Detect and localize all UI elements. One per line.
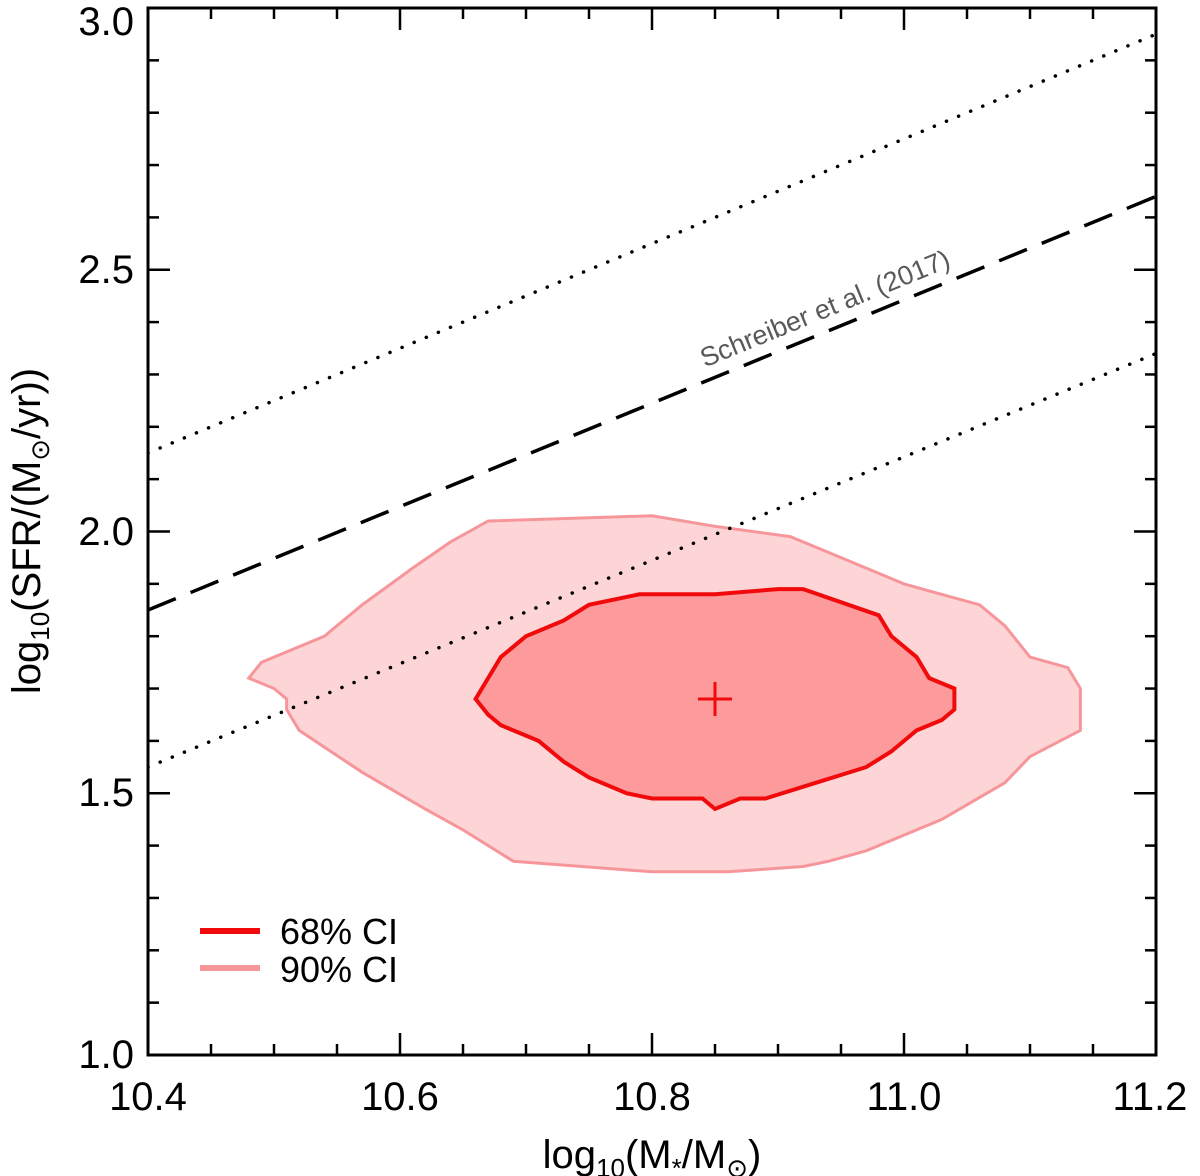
legend-label-68: 68% CI xyxy=(280,911,398,952)
x-tick-label: 10.4 xyxy=(109,1075,187,1119)
x-tick-label: 11.0 xyxy=(867,1075,942,1119)
y-tick-label: 2.0 xyxy=(78,510,134,554)
y-tick-labels: 1.0 1.5 2.0 2.5 3.0 xyxy=(78,0,134,1077)
main-sequence-upper-scatter xyxy=(148,32,1156,455)
y-axis-label: log10(SFR/(M⊙/yr)) xyxy=(5,368,55,694)
axis-ticks xyxy=(146,6,1158,1057)
x-tick-labels: 10.4 10.6 10.8 11.0 11.2 xyxy=(109,1075,1187,1119)
main-sequence-label: Schreiber et al. (2017) xyxy=(696,244,955,373)
x-tick-label: 10.8 xyxy=(613,1075,691,1119)
legend-label-90: 90% CI xyxy=(280,949,398,990)
x-tick-label: 11.2 xyxy=(1113,1075,1188,1119)
y-tick-label: 2.5 xyxy=(78,248,134,292)
best-fit-marker xyxy=(698,682,732,717)
y-tick-label: 1.0 xyxy=(78,1033,134,1077)
y-tick-label: 1.5 xyxy=(78,771,134,815)
y-tick-label: 3.0 xyxy=(78,0,134,44)
x-tick-label: 10.6 xyxy=(361,1075,439,1119)
legend: 68% CI 90% CI xyxy=(200,911,398,990)
x-axis-label: log10(M*/M⊙) xyxy=(543,1133,762,1176)
